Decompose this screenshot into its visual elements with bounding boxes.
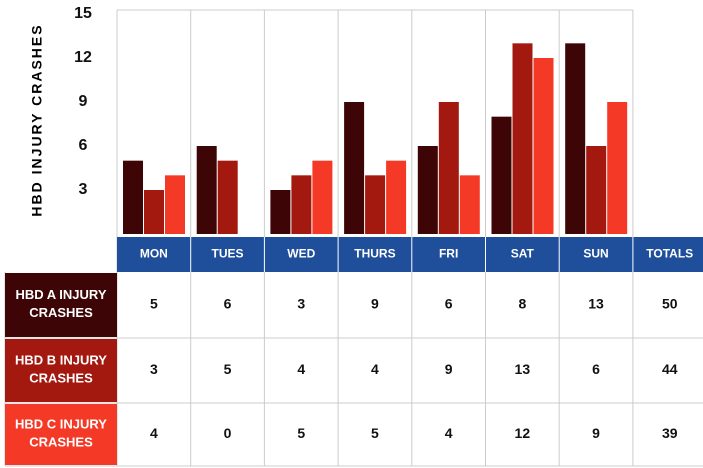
table-cell: 3: [150, 361, 158, 377]
row-label-cell: [5, 404, 117, 465]
x-tick-label: WED: [287, 247, 315, 261]
bar: [565, 43, 586, 235]
y-axis-label: HBD INJURY CRASHES: [29, 23, 45, 216]
x-tick-label: MON: [140, 247, 168, 261]
total-cell: 44: [662, 361, 678, 377]
y-tick-label: 6: [79, 137, 88, 154]
row-label-cell: [5, 273, 117, 337]
bar: [607, 102, 628, 234]
x-tick-label: SAT: [511, 247, 535, 261]
total-cell: 50: [662, 296, 678, 312]
bar: [196, 146, 217, 234]
table-cell: 5: [150, 296, 158, 312]
bar: [365, 175, 386, 234]
table-cell: 4: [150, 425, 158, 441]
bar: [533, 58, 554, 234]
table-cell: 5: [297, 425, 305, 441]
total-cell: 39: [662, 425, 678, 441]
table-cell: 8: [518, 296, 526, 312]
bar: [291, 175, 312, 234]
row-label-cell: [5, 339, 117, 402]
y-tick-label: 9: [79, 93, 88, 110]
table-cell: 9: [371, 296, 379, 312]
bar: [586, 146, 607, 234]
table-cell: 6: [445, 296, 453, 312]
table-cell: 12: [515, 425, 531, 441]
bar: [217, 160, 238, 234]
y-tick-label: 15: [74, 5, 92, 22]
table-cell: 9: [592, 425, 600, 441]
x-tick-label: FRI: [439, 247, 458, 261]
table-cell: 4: [297, 361, 305, 377]
bar: [459, 175, 480, 234]
y-tick-label: 3: [79, 181, 88, 198]
table-cell: 4: [371, 361, 379, 377]
totals-header: TOTALS: [646, 247, 693, 261]
y-tick-label: 12: [74, 49, 92, 66]
bar: [386, 160, 407, 234]
x-tick-label: TUES: [212, 247, 244, 261]
bar: [165, 175, 185, 234]
bar: [438, 102, 459, 234]
table-cell: 6: [592, 361, 600, 377]
legend-label: HBD B INJURY CRASHES: [15, 353, 107, 386]
bar: [144, 190, 164, 234]
table-cell: 5: [371, 425, 379, 441]
bar: [512, 43, 533, 235]
bar: [417, 146, 438, 234]
table-cell: 0: [224, 425, 232, 441]
legend-label: HBD C INJURY CRASHES: [15, 417, 107, 450]
header-row: [117, 237, 703, 272]
bar: [123, 160, 143, 234]
table-cell: 4: [445, 425, 453, 441]
legend-label: HBD A INJURY CRASHES: [15, 287, 106, 320]
x-tick-label: THURS: [354, 247, 395, 261]
bar: [344, 102, 365, 234]
table-cell: 9: [445, 361, 453, 377]
bar: [312, 160, 333, 234]
table-cell: 5: [224, 361, 232, 377]
table-cell: 13: [515, 361, 531, 377]
bar: [270, 190, 291, 234]
x-tick-label: SUN: [583, 247, 608, 261]
table-cell: 6: [224, 296, 232, 312]
bar: [491, 116, 512, 234]
table-cell: 3: [297, 296, 305, 312]
table-cell: 13: [588, 296, 604, 312]
